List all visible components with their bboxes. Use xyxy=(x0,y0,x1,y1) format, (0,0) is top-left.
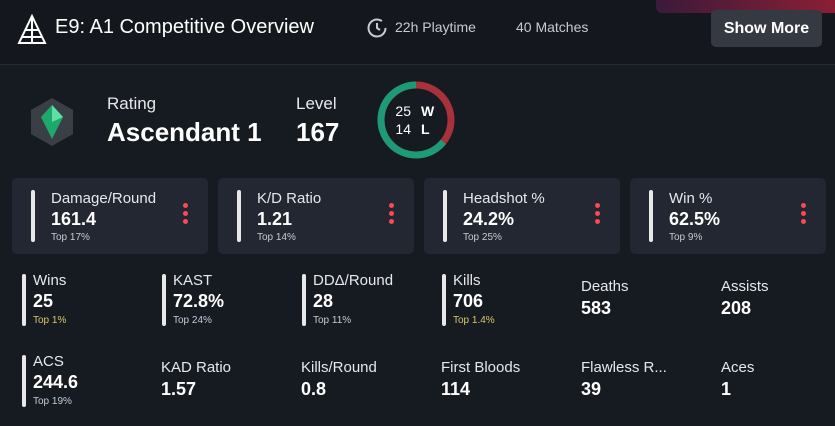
menu-dots[interactable] xyxy=(801,203,807,227)
stat-item: Flawless R... 39 xyxy=(581,353,717,413)
stat-card: Headshot % 24.2% Top 25% xyxy=(424,178,620,254)
stat-value: 208 xyxy=(721,298,752,318)
win-arc xyxy=(377,81,455,159)
stat-value: 244.6 xyxy=(33,372,79,392)
playtime: 22h Playtime xyxy=(395,19,476,35)
stat-rank: Top 1.4% xyxy=(453,315,495,326)
stat-value: 706 xyxy=(453,291,484,311)
stat-value: 25 xyxy=(33,291,54,311)
stat-item: Aces 1 xyxy=(721,353,835,413)
losses: 14 xyxy=(395,121,411,137)
stat-rank: Top 9% xyxy=(669,232,703,243)
menu-dots[interactable] xyxy=(183,203,189,227)
stat-value: 62.5% xyxy=(669,209,721,229)
stat-card: K/D Ratio 1.21 Top 14% xyxy=(218,178,414,254)
stat-card: Damage/Round 161.4 Top 17% xyxy=(12,178,208,254)
level-value: 167 xyxy=(296,117,340,147)
stat-bar xyxy=(442,274,446,326)
stat-rank: Top 19% xyxy=(33,396,72,407)
stat-label: Wins xyxy=(33,272,67,289)
stat-rank: Top 14% xyxy=(257,232,296,243)
stat-bar xyxy=(302,274,306,326)
stat-bar xyxy=(237,190,241,242)
win-loss-ring: 25 W 14 L xyxy=(377,81,455,159)
stat-rank: Top 1% xyxy=(33,315,67,326)
stat-value: 1 xyxy=(721,379,732,399)
stat-item: Kills 706 Top 1.4% xyxy=(442,272,577,332)
stat-item: Wins 25 Top 1% xyxy=(22,272,157,332)
stat-label: Deaths xyxy=(581,278,629,295)
show-more-button[interactable]: Show More xyxy=(711,10,822,47)
stat-bar xyxy=(649,190,653,242)
stat-bar xyxy=(162,274,166,326)
stat-label: K/D Ratio xyxy=(257,190,322,207)
stat-bar xyxy=(22,355,26,407)
stat-value: 72.8% xyxy=(173,291,225,311)
stat-bar xyxy=(443,190,447,242)
stat-rank: Top 24% xyxy=(173,315,212,326)
stat-bar xyxy=(22,274,26,326)
matches: 40 Matches xyxy=(516,19,589,35)
stat-value: 114 xyxy=(441,379,471,399)
header: E9: A1 Competitive Overview 22h Playtime… xyxy=(0,0,835,65)
stat-label: Kills/Round xyxy=(301,359,377,376)
wins: 25 xyxy=(395,103,411,119)
stat-item: Assists 208 xyxy=(721,272,835,332)
rank-label: Rating xyxy=(107,94,157,113)
clock-icon xyxy=(367,18,387,38)
stat-label: Aces xyxy=(721,359,755,376)
stat-value: 39 xyxy=(581,379,602,399)
menu-dots[interactable] xyxy=(595,203,601,227)
stat-rank: Top 17% xyxy=(51,232,90,243)
stat-value: 161.4 xyxy=(51,209,97,229)
logo xyxy=(17,14,47,44)
stat-label: DDΔ/Round xyxy=(313,272,394,289)
stat-item: Kills/Round 0.8 xyxy=(301,353,437,413)
menu-dots[interactable] xyxy=(389,203,395,227)
stat-label: Flawless R... xyxy=(581,359,667,376)
stat-value: 1.21 xyxy=(257,209,293,229)
rank-value: Ascendant 1 xyxy=(107,117,262,147)
stat-item: First Bloods 114 xyxy=(441,353,577,413)
stat-label: ACS xyxy=(33,353,64,370)
wins-label: W xyxy=(421,103,435,119)
stat-label: KAST xyxy=(173,272,213,289)
stat-label: Kills xyxy=(453,272,481,289)
stat-value: 0.8 xyxy=(301,379,327,399)
stat-label: Damage/Round xyxy=(51,190,157,207)
stat-label: First Bloods xyxy=(441,359,521,376)
stat-value: 583 xyxy=(581,298,612,318)
stat-item: Deaths 583 xyxy=(581,272,717,332)
level-label: Level xyxy=(296,94,337,113)
stat-value: 24.2% xyxy=(463,209,515,229)
rank-icon xyxy=(31,98,73,146)
stat-item: DDΔ/Round 28 Top 11% xyxy=(302,272,437,332)
stat-value: 1.57 xyxy=(161,379,197,399)
stat-bar xyxy=(31,190,35,242)
stat-label: Win % xyxy=(669,190,713,207)
stat-rank: Top 25% xyxy=(463,232,502,243)
stat-item: KAST 72.8% Top 24% xyxy=(162,272,297,332)
stat-value: 28 xyxy=(313,291,334,311)
stat-label: KAD Ratio xyxy=(161,359,232,376)
stat-item: KAD Ratio 1.57 xyxy=(161,353,297,413)
stat-card: Win % 62.5% Top 9% xyxy=(630,178,826,254)
losses-label: L xyxy=(421,121,430,137)
stat-label: Assists xyxy=(721,278,769,295)
title: E9: A1 Competitive Overview xyxy=(55,16,314,38)
stat-label: Headshot % xyxy=(463,190,545,207)
stat-item: ACS 244.6 Top 19% xyxy=(22,353,157,413)
stat-rank: Top 11% xyxy=(313,315,352,326)
accent xyxy=(656,0,835,13)
